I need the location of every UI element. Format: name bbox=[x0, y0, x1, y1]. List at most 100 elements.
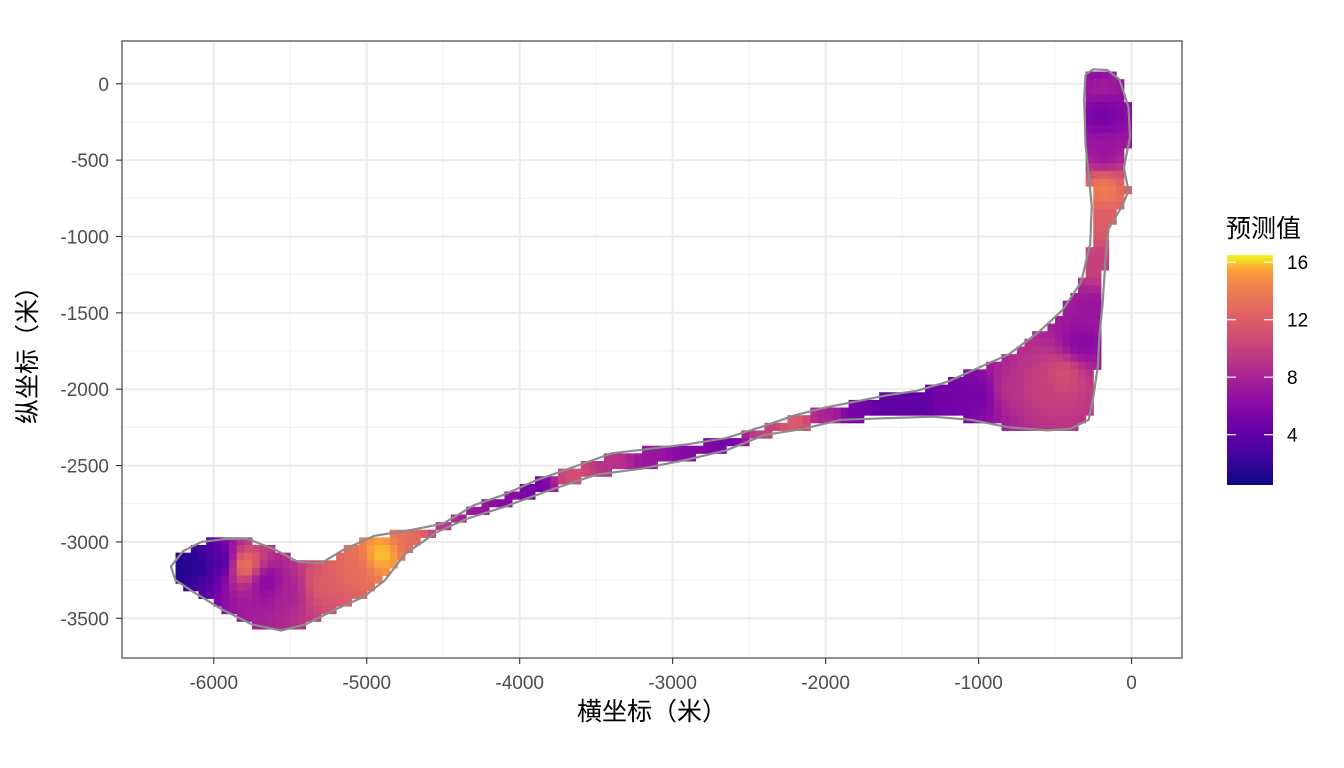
heatmap-cell bbox=[1108, 147, 1117, 157]
heatmap-cell bbox=[1016, 361, 1025, 370]
heatmap-cell bbox=[343, 560, 352, 569]
heatmap-cell bbox=[1062, 338, 1071, 347]
heatmap-cell bbox=[282, 567, 291, 577]
heatmap-cell bbox=[680, 445, 689, 454]
heatmap-cell bbox=[1077, 407, 1087, 416]
heatmap-cell bbox=[259, 621, 268, 630]
heatmap-cell bbox=[366, 537, 375, 546]
heatmap-cell bbox=[1093, 292, 1102, 302]
heatmap-cell bbox=[1055, 369, 1064, 378]
heatmap-cell bbox=[305, 575, 314, 584]
heatmap-cell bbox=[236, 590, 245, 599]
heatmap-cell bbox=[1077, 384, 1087, 393]
heatmap-cell bbox=[198, 567, 207, 577]
heatmap-cell bbox=[1108, 71, 1117, 80]
heatmap-cell bbox=[1108, 117, 1117, 126]
heatmap-cell bbox=[1093, 178, 1102, 187]
heatmap-cell bbox=[1085, 392, 1094, 401]
heatmap-cell bbox=[1116, 186, 1125, 195]
heatmap-cell bbox=[1062, 392, 1071, 401]
heatmap-cell bbox=[1001, 376, 1010, 386]
heatmap-cell bbox=[1093, 231, 1102, 241]
heatmap-cell bbox=[404, 529, 414, 538]
heatmap-cell bbox=[932, 384, 941, 393]
heatmap-cell bbox=[1055, 354, 1064, 363]
heatmap-cell bbox=[1085, 132, 1094, 141]
heatmap-cell bbox=[1100, 186, 1110, 195]
heatmap-cell bbox=[1116, 94, 1125, 103]
heatmap-cell bbox=[290, 598, 299, 607]
x-tick-label: -1000 bbox=[954, 673, 1003, 694]
heatmap-cell bbox=[557, 476, 567, 485]
heatmap-cell bbox=[611, 453, 620, 462]
y-tick-label: 0 bbox=[98, 75, 109, 96]
heatmap-cell bbox=[229, 552, 238, 561]
heatmap-cell bbox=[1100, 109, 1110, 118]
heatmap-cell bbox=[1039, 354, 1048, 363]
heatmap-cell bbox=[236, 575, 245, 584]
heatmap-cell bbox=[970, 392, 980, 401]
heatmap-cell bbox=[1062, 323, 1071, 332]
heatmap-cell bbox=[1108, 79, 1117, 88]
heatmap-cell bbox=[252, 544, 261, 554]
heatmap-cell bbox=[504, 491, 513, 500]
heatmap-cell bbox=[557, 468, 567, 477]
legend-title: 预测值 bbox=[1226, 214, 1301, 243]
heatmap-cell bbox=[1039, 376, 1048, 386]
heatmap-cell bbox=[1047, 361, 1056, 370]
heatmap-cell bbox=[1093, 247, 1102, 256]
heatmap-cell bbox=[902, 392, 911, 401]
heatmap-cell bbox=[825, 415, 834, 424]
heatmap-cell bbox=[190, 567, 199, 577]
heatmap-cell bbox=[1085, 86, 1094, 95]
heatmap-cell bbox=[1047, 415, 1056, 424]
heatmap-cell bbox=[366, 575, 375, 584]
heatmap-cell bbox=[986, 399, 995, 409]
heatmap-cell bbox=[1108, 178, 1117, 187]
heatmap-cell bbox=[542, 476, 551, 485]
heatmap-cell bbox=[374, 560, 383, 569]
heatmap-cell bbox=[1123, 117, 1133, 126]
heatmap-cell bbox=[252, 613, 261, 622]
heatmap-cell bbox=[1070, 354, 1079, 363]
heatmap-cell bbox=[1100, 224, 1110, 233]
heatmap-cell bbox=[519, 483, 528, 493]
x-axis: -6000 -5000 -4000 -3000 -2000 -1000 0 bbox=[189, 658, 1137, 694]
heatmap-cell bbox=[603, 453, 612, 462]
heatmap-cell bbox=[1108, 209, 1117, 218]
legend-tick-label: 12 bbox=[1287, 311, 1308, 332]
heatmap-cell bbox=[1116, 170, 1125, 179]
heatmap-cell bbox=[512, 491, 521, 500]
heatmap-cell bbox=[229, 583, 238, 592]
heatmap-cell bbox=[1062, 354, 1071, 363]
heatmap-cell bbox=[970, 415, 980, 424]
y-axis-title: 纵坐标（米） bbox=[13, 274, 42, 424]
heatmap-cell bbox=[894, 407, 903, 416]
heatmap-cell bbox=[1100, 201, 1110, 210]
heatmap-cell bbox=[213, 552, 222, 561]
heatmap-cell bbox=[305, 606, 314, 615]
heatmap-cell bbox=[1100, 117, 1110, 126]
heatmap-cell bbox=[932, 392, 941, 401]
heatmap-cell bbox=[978, 369, 987, 378]
heatmap-cell bbox=[221, 544, 230, 554]
heatmap-cell bbox=[1047, 369, 1056, 378]
heatmap-cell bbox=[221, 590, 230, 599]
heatmap-cell bbox=[1024, 354, 1033, 363]
heatmap-cell bbox=[1085, 247, 1094, 256]
heatmap-cell bbox=[833, 415, 842, 424]
heatmap-cell bbox=[198, 583, 207, 592]
heatmap-cell bbox=[274, 567, 284, 577]
heatmap-cell bbox=[970, 376, 980, 386]
heatmap-cell bbox=[1055, 331, 1064, 340]
heatmap-cell bbox=[970, 399, 980, 409]
heatmap-cell bbox=[611, 460, 620, 470]
heatmap-cell bbox=[1077, 315, 1087, 325]
heatmap-cell bbox=[642, 460, 651, 470]
legend: 预测值 4 8 12 16 bbox=[1226, 214, 1308, 485]
heatmap-cell bbox=[1070, 415, 1079, 424]
heatmap-cell bbox=[206, 575, 215, 584]
heatmap-cell bbox=[1055, 361, 1064, 370]
heatmap-cell bbox=[404, 537, 414, 546]
heatmap-cell bbox=[252, 575, 261, 584]
